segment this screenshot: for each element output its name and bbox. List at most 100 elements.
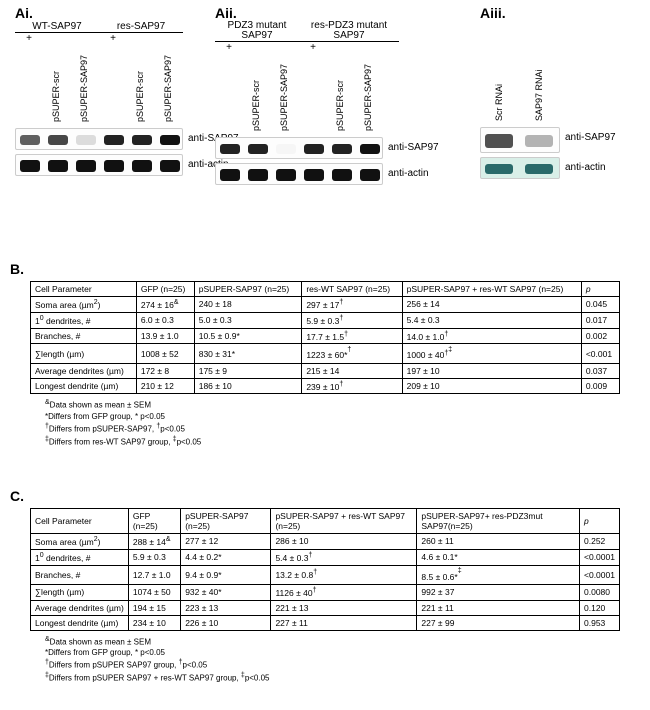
table-cell: <0.0001 [580,549,620,565]
panel-b-label: B. [10,261,620,277]
blot-band [104,160,124,172]
blot-band [525,135,553,147]
table-cell: 1074 ± 50 [128,584,180,600]
table-cell: 12.7 ± 1.0 [128,565,180,584]
table-cell: 932 ± 40* [181,584,271,600]
blot-band [332,144,352,154]
table-cell: 226 ± 10 [181,615,271,630]
footnote-line: *Differs from GFP group, * p<0.05 [45,412,620,422]
footnote-line: ‡Differs from pSUPER SAP97 + res-WT SAP9… [45,671,620,684]
table-cell: 830 ± 31* [194,344,302,363]
table-col-header: GFP (n=25) [136,282,194,297]
blot-band [248,144,268,154]
footnote-line: †Differs from pSUPER-SAP97, †p<0.05 [45,422,620,435]
blot-band [20,160,40,172]
table-row: Branches, #13.9 ± 1.010.5 ± 0.9*17.7 ± 1… [31,328,620,344]
table-col-header: Cell Parameter [31,282,137,297]
blot-band [220,144,240,154]
panel-aiii-label: Aiii. [480,5,640,21]
footnote-line: &Data shown as mean ± SEM [45,635,620,648]
panel-aii-label: Aii. [215,5,425,21]
table-cell: 992 ± 37 [417,584,580,600]
aii-actin-label: anti-actin [388,168,429,179]
aiii-actin-label: anti-actin [565,162,606,173]
table-cell: 5.4 ± 0.3 [402,312,581,328]
table-cell: <0.0001 [580,565,620,584]
aii-lane-4: pSUPER-scr [335,80,345,131]
panel-a: Ai. WT-SAP97 res-SAP97 + + pSUPER-scr pS… [0,0,650,255]
ai-lane-1: pSUPER-scr [51,71,61,122]
aii-plus-row: + + [215,42,425,56]
table-cell: 6.0 ± 0.3 [136,312,194,328]
table-cell: 274 ± 16& [136,297,194,313]
table-cell: 1008 ± 52 [136,344,194,363]
table-cell: 0.953 [580,615,620,630]
table-cell: 5.9 ± 0.3† [302,312,402,328]
table-cell: 0.002 [581,328,619,344]
aii-plus-1 [243,42,271,56]
table-cell: Soma area (µm2) [31,534,129,550]
table-cell: Soma area (µm2) [31,297,137,313]
ai-lane-labels: pSUPER-scr pSUPER-SAP97 pSUPER-scr pSUPE… [15,49,205,124]
table-row: Average dendrites (µm)194 ± 15223 ± 1322… [31,600,620,615]
table-row: 10 dendrites, #5.9 ± 0.34.4 ± 0.2*5.4 ± … [31,549,620,565]
table-col-header: pSUPER-SAP97 (n=25) [181,509,271,534]
table-cell: 260 ± 11 [417,534,580,550]
table-col-header: Cell Parameter [31,509,129,534]
blot-band [276,169,296,181]
blot-band [360,169,380,181]
table-cell: 9.4 ± 0.9* [181,565,271,584]
table-cell: 227 ± 11 [271,615,417,630]
ai-header-2: res-SAP97 [99,21,183,33]
table-col-header: pSUPER-SAP97 + res-WT SAP97 (n=25) [402,282,581,297]
footnote-line: *Differs from GFP group, * p<0.05 [45,648,620,658]
table-cell: 172 ± 8 [136,363,194,378]
aii-sap97-label: anti-SAP97 [388,142,439,153]
footnote-line: †Differs from pSUPER SAP97 group, †p<0.0… [45,658,620,671]
panel-aii: Aii. PDZ3 mutant SAP97 res-PDZ3 mutant S… [215,5,425,185]
table-cell: 286 ± 10 [271,534,417,550]
table-row: 10 dendrites, #6.0 ± 0.35.0 ± 0.35.9 ± 0… [31,312,620,328]
table-row: ∑length (µm)1008 ± 52830 ± 31*1223 ± 60*… [31,344,620,363]
aii-lane-labels: pSUPER-scr pSUPER-SAP97 pSUPER-scr pSUPE… [215,58,425,133]
aii-header-1: PDZ3 mutant SAP97 [215,21,299,42]
table-c-head: Cell ParameterGFP (n=25)pSUPER-SAP97 (n=… [31,509,620,534]
aiii-lane-1: SAP97 RNAi [534,69,544,121]
ai-headers: WT-SAP97 res-SAP97 [15,21,205,33]
table-row: Average dendrites (µm)172 ± 8175 ± 9215 … [31,363,620,378]
table-cell: ∑length (µm) [31,344,137,363]
aiii-blot-actin: anti-actin [480,157,560,179]
blot-band [104,135,124,145]
blot-band [20,135,40,145]
table-cell: 277 ± 12 [181,534,271,550]
blot-band [276,144,296,154]
table-cell: 4.6 ± 0.1* [417,549,580,565]
ai-plus-4 [127,33,155,47]
table-c: Cell ParameterGFP (n=25)pSUPER-SAP97 (n=… [30,508,620,631]
blot-band [132,160,152,172]
aiii-lane-0: Scr RNAi [494,84,504,121]
table-col-header: res-WT SAP97 (n=25) [302,282,402,297]
aii-plus-3: + [299,42,327,56]
blot-band [220,169,240,181]
table-cell: 5.9 ± 0.3 [128,549,180,565]
blot-band [332,169,352,181]
table-row: Soma area (µm2)288 ± 14&277 ± 12286 ± 10… [31,534,620,550]
table-row: Branches, #12.7 ± 1.09.4 ± 0.9*13.2 ± 0.… [31,565,620,584]
table-cell: 210 ± 12 [136,378,194,394]
ai-plus-0: + [15,33,43,47]
table-cell: 10 dendrites, # [31,312,137,328]
table-b: Cell ParameterGFP (n=25)pSUPER-SAP97 (n=… [30,281,620,394]
aiii-sap97-label: anti-SAP97 [565,132,616,143]
table-cell: 221 ± 11 [417,600,580,615]
blot-band [485,134,513,148]
table-cell: 1223 ± 60*† [302,344,402,363]
table-cell: Branches, # [31,565,129,584]
aii-blot-actin: anti-actin [215,163,383,185]
table-cell: 239 ± 10† [302,378,402,394]
aii-plus-2 [271,42,299,56]
table-cell: 1126 ± 40† [271,584,417,600]
table-row: ∑length (µm)1074 ± 50932 ± 40*1126 ± 40†… [31,584,620,600]
table-cell: 197 ± 10 [402,363,581,378]
blot-band [48,135,68,145]
